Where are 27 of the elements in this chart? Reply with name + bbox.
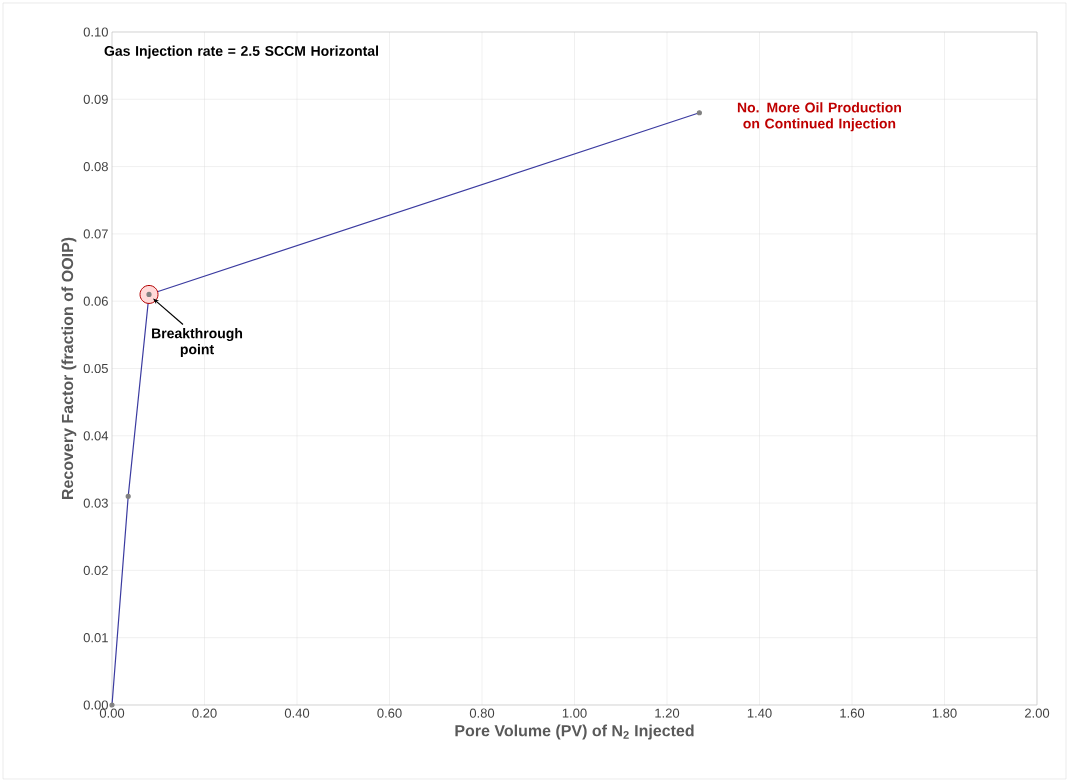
x-axis-title: Pore Volume (PV) of N$_{2}$ Injected [455, 724, 694, 740]
annotation: Breakthrough point [152, 327, 243, 358]
x-tick-label: 0.20 [192, 708, 217, 718]
y-tick-label: 0.04 [83, 431, 109, 441]
x-tick-label: 0.40 [284, 708, 310, 718]
y-tick-label: 0.09 [83, 94, 108, 104]
x-tick-label: 1.80 [932, 708, 957, 718]
x-tick-label: 0.00 [99, 708, 125, 718]
y-tick-label: 0.01 [83, 633, 108, 643]
y-tick-label: 0.02 [83, 565, 108, 575]
annotation: Gas Injection rate = 2.5 SCCM Horizontal [104, 45, 378, 59]
y-tick-label: 0.10 [83, 27, 108, 37]
y-tick-label: 0.07 [83, 229, 108, 239]
x-tick-label: 1.40 [747, 708, 772, 718]
y-tick-label: 0.00 [83, 700, 108, 710]
y-axis-title: Recovery Factor (fraction of OOIP) [61, 237, 77, 499]
y-tick-label: 0.06 [83, 296, 108, 306]
y-tick-label: 0.08 [83, 161, 108, 172]
x-tick-label: 1.20 [655, 708, 680, 718]
y-tick-label: 0.05 [83, 363, 108, 374]
x-tick-label: 0.80 [469, 708, 495, 718]
y-tick-label: 0.03 [83, 498, 108, 508]
x-tick-label: 1.60 [840, 708, 865, 718]
x-tick-label: 2.00 [1025, 708, 1050, 718]
annotation: No. More Oil Production on Continued Injection [737, 102, 901, 132]
x-tick-label: 1.00 [562, 708, 587, 718]
x-tick-label: 0.60 [377, 708, 402, 718]
